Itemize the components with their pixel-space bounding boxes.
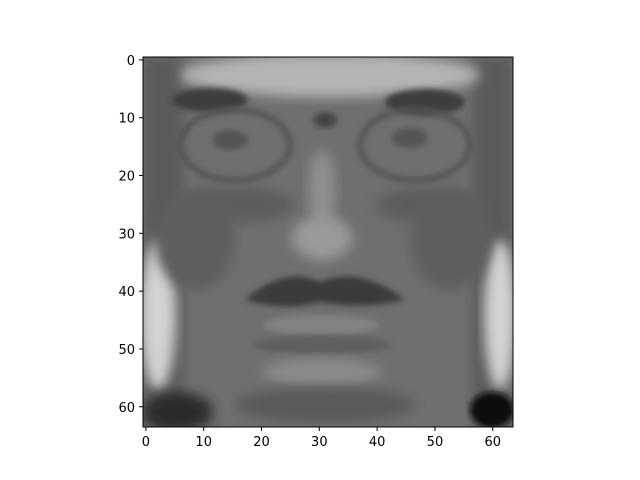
x-tick-label: 20 xyxy=(253,435,270,450)
x-tick-label: 50 xyxy=(427,435,444,450)
y-tick-label: 30 xyxy=(118,227,135,242)
y-axis-ticks: 0 10 20 30 40 50 60 xyxy=(118,54,143,416)
x-axis-ticks: 0 10 20 30 40 50 60 xyxy=(142,427,501,450)
face-image xyxy=(143,57,513,427)
x-tick-label: 0 xyxy=(142,435,150,450)
y-tick-label: 60 xyxy=(118,401,135,416)
axes-frame xyxy=(142,56,514,428)
y-tick-label: 20 xyxy=(118,170,135,185)
y-tick-label: 10 xyxy=(118,112,135,127)
y-tick-label: 50 xyxy=(118,343,135,358)
y-tick-label: 40 xyxy=(118,285,135,300)
y-tick-label: 0 xyxy=(127,54,135,69)
x-tick-label: 40 xyxy=(369,435,386,450)
x-tick-label: 30 xyxy=(311,435,328,450)
x-tick-label: 60 xyxy=(484,435,501,450)
x-tick-label: 10 xyxy=(195,435,212,450)
